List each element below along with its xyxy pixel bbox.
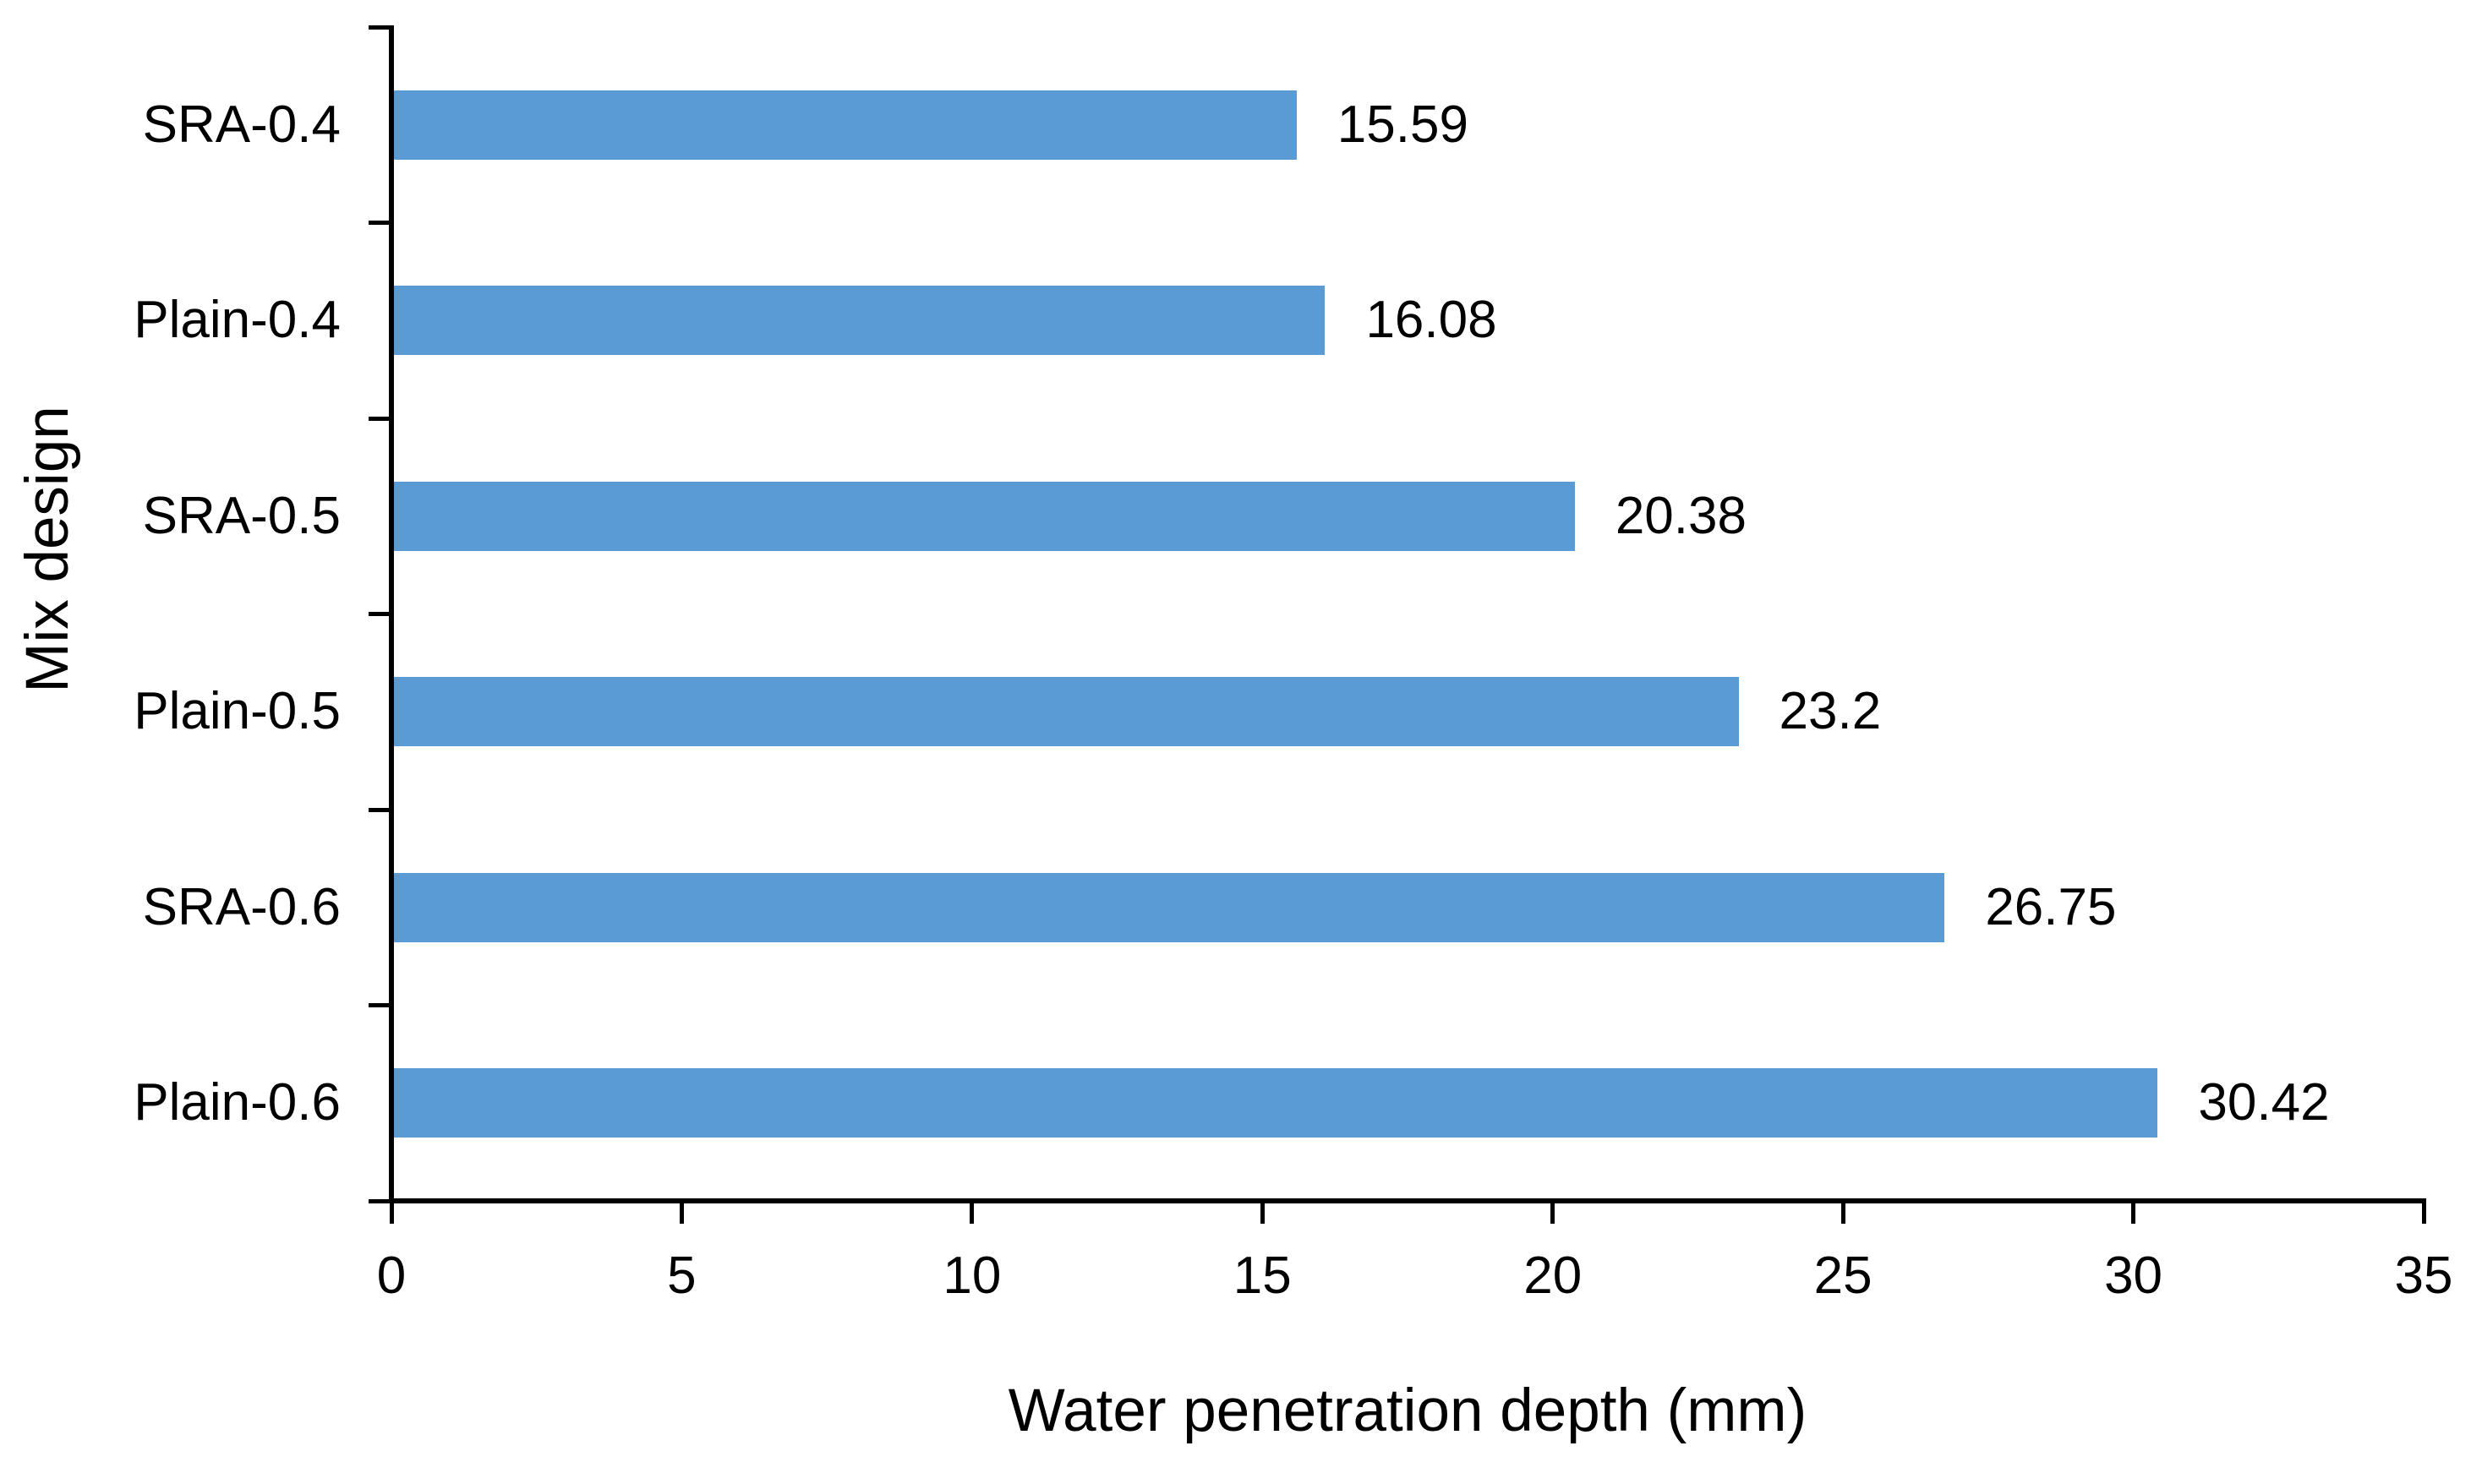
x-tick-label: 30: [2104, 1247, 2163, 1305]
y-axis-title: Mix design: [14, 406, 81, 693]
bar: [394, 90, 1297, 160]
bar-value-label: 23.2: [1779, 682, 1882, 741]
category-label: SRA-0.4: [142, 95, 341, 154]
x-tick-label: 35: [2394, 1247, 2453, 1305]
bar-value-label: 16.08: [1365, 291, 1497, 350]
y-axis-line: [389, 25, 394, 1203]
bar-value-label: 20.38: [1615, 486, 1747, 545]
x-tick-label: 10: [943, 1247, 1002, 1305]
y-tick: [369, 221, 389, 225]
bar: [394, 286, 1326, 356]
x-tick: [679, 1203, 684, 1224]
category-label: Plain-0.5: [134, 682, 341, 741]
y-tick: [369, 807, 389, 812]
x-tick-label: 0: [376, 1247, 407, 1305]
bar: [394, 872, 1945, 942]
bar: [394, 481, 1575, 551]
x-axis-line: [389, 1198, 2426, 1203]
y-tick: [369, 416, 389, 421]
x-tick: [2421, 1203, 2426, 1224]
x-tick-label: 20: [1523, 1247, 1583, 1305]
bar-value-label: 30.42: [2198, 1073, 2330, 1132]
x-tick: [970, 1203, 975, 1224]
y-tick: [369, 612, 389, 616]
x-tick: [1840, 1203, 1845, 1224]
bar-value-label: 26.75: [1985, 877, 2117, 936]
x-axis-title: Water penetration depth (mm): [1008, 1378, 1807, 1444]
x-tick-label: 15: [1233, 1247, 1292, 1305]
bar-value-label: 15.59: [1337, 95, 1468, 154]
y-tick: [369, 25, 389, 30]
category-label: Plain-0.6: [134, 1073, 341, 1132]
bar: [394, 1068, 2158, 1138]
category-label: Plain-0.4: [134, 291, 341, 350]
x-tick: [1550, 1203, 1555, 1224]
category-label: SRA-0.5: [142, 486, 341, 545]
x-tick-label: 25: [1813, 1247, 1872, 1305]
x-tick: [1260, 1203, 1265, 1224]
x-tick-label: 5: [667, 1247, 697, 1305]
x-tick: [2131, 1203, 2136, 1224]
bar: [394, 677, 1739, 747]
y-tick: [369, 1198, 389, 1203]
category-label: SRA-0.6: [142, 877, 341, 936]
x-tick: [389, 1203, 394, 1224]
y-tick: [369, 1003, 389, 1007]
